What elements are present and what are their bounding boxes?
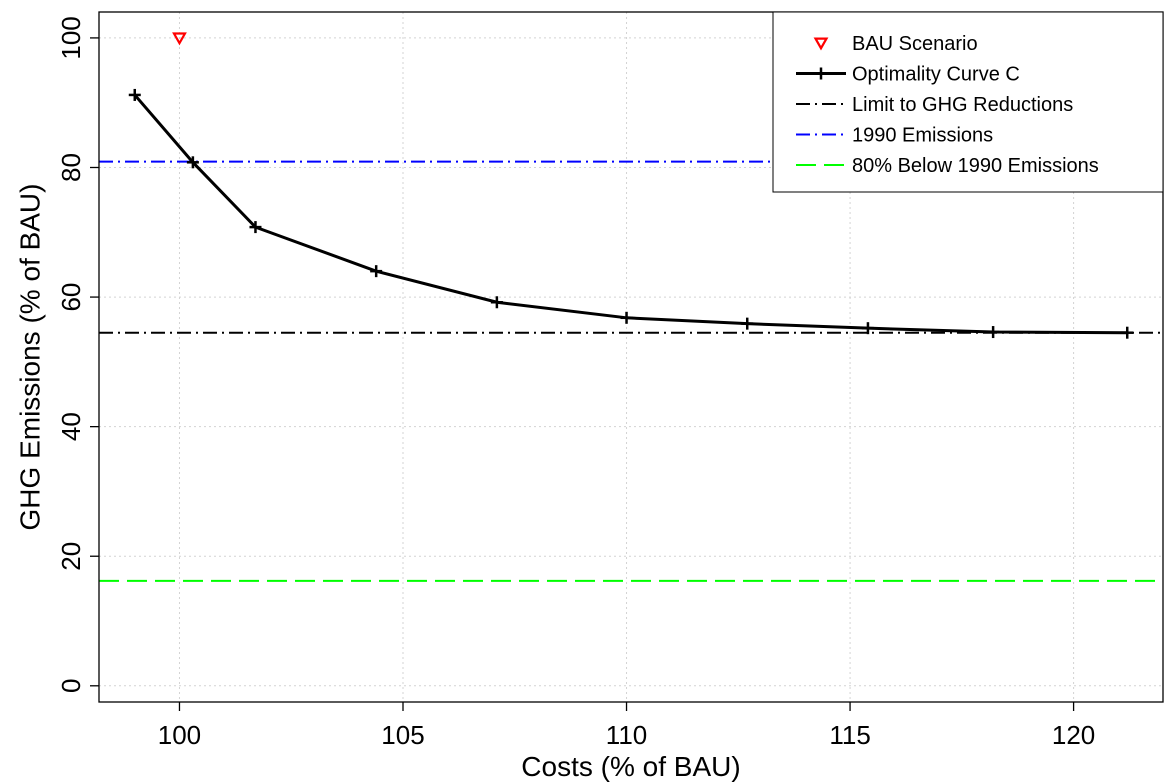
y-tick-label: 20 <box>56 542 86 571</box>
legend-label: BAU Scenario <box>852 33 978 55</box>
series-line <box>133 93 1128 335</box>
x-tick-label: 120 <box>1052 720 1095 750</box>
legend-label: Limit to GHG Reductions <box>852 94 1073 116</box>
y-tick-label: 80 <box>56 153 86 182</box>
legend-label: 1990 Emissions <box>852 125 993 147</box>
legend-label: 80% Below 1990 Emissions <box>852 155 1099 177</box>
data-series <box>128 32 1134 339</box>
legend-label: Optimality Curve C <box>852 64 1020 86</box>
series <box>128 88 1134 339</box>
axes: 100 105 110 115 120 0 20 40 60 80 100 <box>56 16 1095 750</box>
y-axis-title: GHG Emissions (% of BAU) <box>15 184 46 531</box>
reference-lines <box>99 160 1163 582</box>
triangle-marker <box>172 32 187 46</box>
y-tick-label: 60 <box>56 283 86 312</box>
legend-box <box>772 11 1164 193</box>
y-tick-label: 0 <box>56 679 86 693</box>
legend: BAU Scenario Optimality Curve C Limit to G… <box>772 11 1164 193</box>
y-tick-label: 100 <box>56 16 86 59</box>
y-tick-label: 40 <box>56 412 86 441</box>
series <box>172 32 187 46</box>
x-axis-title: Costs (% of BAU) <box>521 751 740 782</box>
x-tick-label: 115 <box>829 720 870 750</box>
x-tick-label: 100 <box>158 720 201 750</box>
x-tick-label: 105 <box>381 720 424 750</box>
plot-frame <box>98 11 1164 703</box>
triangle-marker <box>813 37 829 51</box>
x-tick-label: 110 <box>606 720 647 750</box>
